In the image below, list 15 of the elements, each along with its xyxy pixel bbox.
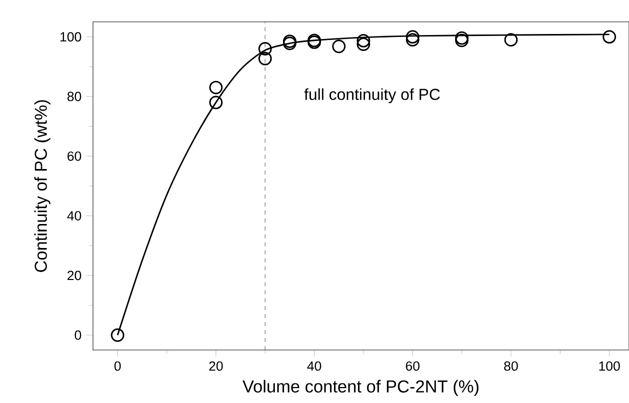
y-tick-label: 40 <box>67 211 82 221</box>
y-tick-label: 60 <box>68 151 82 161</box>
x-tick-label: 0 <box>114 361 121 371</box>
y-tick-label: 80 <box>67 92 82 102</box>
x-tick-label: 100 <box>599 361 620 371</box>
y-tick-label: 100 <box>60 32 82 42</box>
x-tick-label: 40 <box>307 361 322 371</box>
x-tick-label: 80 <box>504 361 518 371</box>
annotation: full continuity of PC <box>304 88 440 104</box>
y-axis-title: Continuity of PC (wt%) <box>34 100 50 272</box>
x-tick-label: 20 <box>209 361 223 371</box>
x-tick-label: 60 <box>406 361 420 371</box>
y-tick-label: 0 <box>74 330 82 340</box>
x-axis-title: Volume content of PC-2NT (%) <box>242 380 478 396</box>
y-tick-label: 20 <box>68 270 82 280</box>
